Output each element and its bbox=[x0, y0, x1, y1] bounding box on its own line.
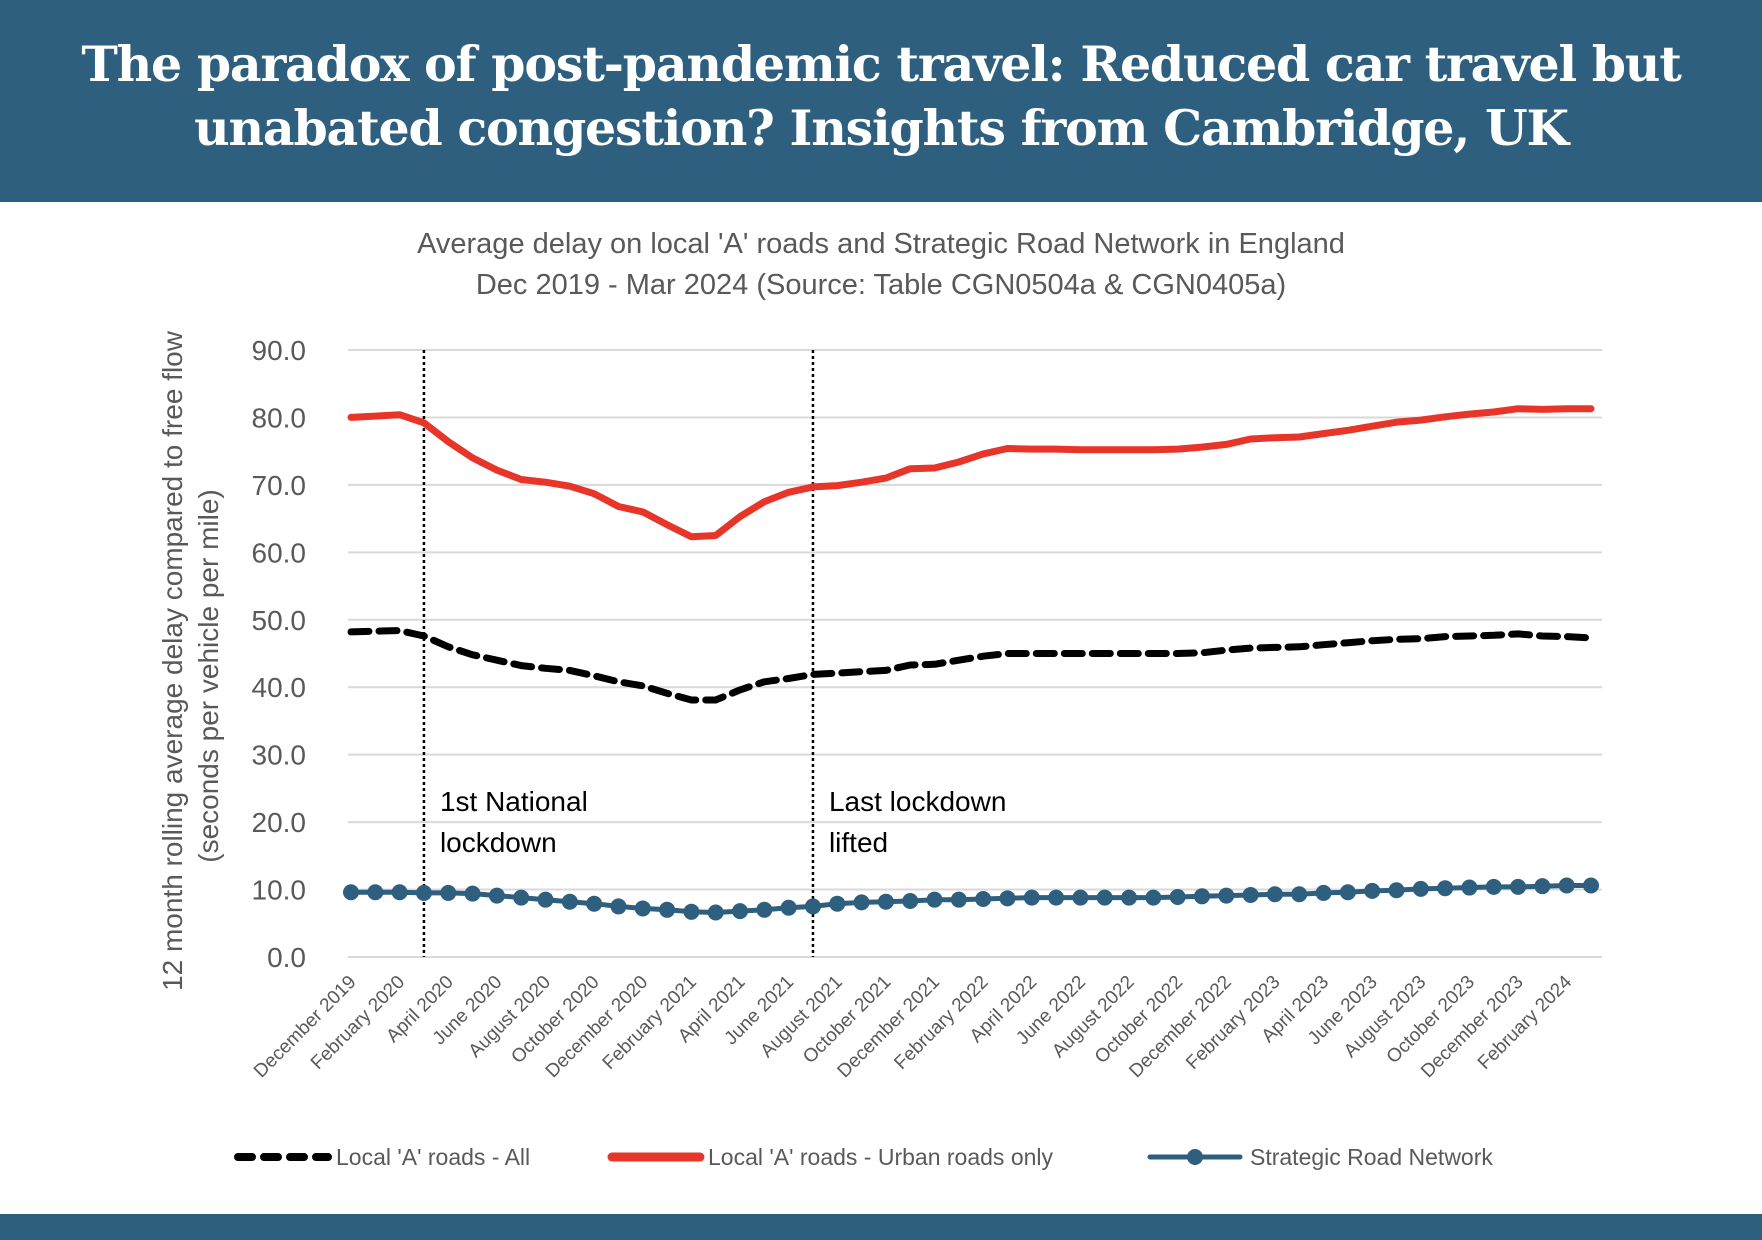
legend-item: Strategic Road Network bbox=[1147, 1144, 1493, 1170]
data-point bbox=[1121, 889, 1138, 906]
data-point bbox=[804, 898, 821, 915]
gridlines bbox=[348, 349, 1602, 958]
y-tick-label: 20.0 bbox=[252, 807, 307, 838]
y-tick-label: 60.0 bbox=[252, 537, 307, 568]
data-point bbox=[829, 895, 846, 912]
data-point bbox=[586, 895, 603, 912]
data-point bbox=[488, 887, 505, 904]
y-tick-label: 50.0 bbox=[252, 605, 307, 636]
data-point bbox=[1485, 878, 1502, 895]
data-point bbox=[732, 903, 749, 920]
y-tick-label: 70.0 bbox=[252, 470, 307, 501]
data-point bbox=[367, 884, 384, 901]
data-point bbox=[1364, 882, 1381, 899]
data-point bbox=[1534, 878, 1551, 895]
data-point bbox=[1193, 888, 1210, 905]
legend-item: Local 'A' roads - All bbox=[234, 1144, 530, 1170]
data-point bbox=[1048, 889, 1065, 906]
data-point bbox=[440, 884, 457, 901]
data-point bbox=[1583, 877, 1599, 894]
data-point bbox=[659, 901, 676, 918]
annotation-label: Last lockdown bbox=[829, 786, 1006, 817]
y-tick-label: 80.0 bbox=[252, 402, 307, 433]
page-title: The paradox of post-pandemic travel: Red… bbox=[0, 32, 1762, 160]
legend-marker bbox=[1187, 1149, 1203, 1165]
data-point bbox=[1291, 886, 1308, 903]
data-point bbox=[780, 899, 797, 916]
data-point bbox=[1242, 886, 1259, 903]
data-point bbox=[1023, 889, 1040, 906]
legend-item: Local 'A' roads - Urban roads only bbox=[607, 1144, 1054, 1170]
data-point bbox=[950, 891, 967, 908]
series-strategic-road-network bbox=[343, 877, 1599, 921]
data-point bbox=[610, 898, 627, 915]
annotations: 1st National lockdown Last lockdown lifted bbox=[422, 350, 1006, 957]
data-point bbox=[1388, 882, 1405, 899]
chart-title-line-1: Average delay on local 'A' roads and Str… bbox=[417, 228, 1345, 260]
data-point bbox=[1145, 889, 1162, 906]
data-point bbox=[1558, 877, 1575, 894]
data-point bbox=[1218, 887, 1235, 904]
data-point bbox=[1266, 886, 1283, 903]
series-local-a-roads-all bbox=[347, 627, 1595, 704]
data-point bbox=[1412, 880, 1429, 897]
annotation-label: lockdown bbox=[440, 827, 557, 858]
y-tick-label: 40.0 bbox=[252, 672, 307, 703]
data-point bbox=[391, 884, 408, 901]
data-point bbox=[464, 885, 481, 902]
data-point bbox=[634, 900, 651, 917]
header-banner: The paradox of post-pandemic travel: Red… bbox=[0, 0, 1762, 202]
annotation-label: lifted bbox=[829, 827, 888, 858]
data-point bbox=[1339, 884, 1356, 901]
page-title-line-2: unabated congestion? Insights from Cambr… bbox=[194, 99, 1569, 157]
legend: Local 'A' roads - All Local 'A' roads - U… bbox=[234, 1144, 1493, 1170]
series-line bbox=[347, 405, 1595, 541]
y-tick-label: 10.0 bbox=[252, 875, 307, 906]
y-axis-ticks: 0.0 10.0 20.0 30.0 40.0 50.0 60.0 70.0 80.0 90.0 bbox=[252, 335, 307, 973]
y-axis-title: 12 month rolling average delay compared … bbox=[157, 330, 224, 991]
data-point bbox=[902, 893, 919, 910]
y-tick-label: 30.0 bbox=[252, 740, 307, 771]
data-point bbox=[537, 891, 554, 908]
y-axis-title-line-2: (seconds per vehicle per mile) bbox=[193, 489, 224, 863]
y-tick-label: 90.0 bbox=[252, 335, 307, 366]
data-point bbox=[853, 894, 870, 911]
data-point bbox=[1096, 889, 1113, 906]
legend-label: Local 'A' roads - Urban roads only bbox=[708, 1144, 1054, 1170]
data-point bbox=[999, 890, 1016, 907]
series-local-a-roads-urban-roads-only bbox=[347, 405, 1595, 541]
data-point bbox=[1510, 878, 1527, 895]
data-point bbox=[343, 884, 359, 901]
series-line bbox=[348, 883, 1594, 915]
chart-subtitle: Dec 2019 - Mar 2024 (Source: Table CGN05… bbox=[475, 269, 1287, 301]
data-point bbox=[756, 901, 773, 918]
annotation-label: 1st National bbox=[440, 786, 588, 817]
series-group bbox=[343, 405, 1599, 921]
chart-title: Average delay on local 'A' roads and Str… bbox=[0, 224, 1762, 306]
data-point bbox=[1169, 888, 1186, 905]
data-point bbox=[926, 891, 943, 908]
data-point bbox=[513, 889, 530, 906]
data-point bbox=[1437, 880, 1454, 897]
y-tick-label: 0.0 bbox=[267, 942, 306, 973]
data-point bbox=[1315, 884, 1332, 901]
data-point bbox=[415, 884, 432, 901]
legend-label: Strategic Road Network bbox=[1250, 1144, 1493, 1170]
data-point bbox=[1072, 889, 1089, 906]
page-title-line-1: The paradox of post-pandemic travel: Red… bbox=[81, 35, 1681, 93]
y-axis-title-line-1: 12 month rolling average delay compared … bbox=[157, 330, 188, 991]
legend-label: Local 'A' roads - All bbox=[336, 1144, 530, 1170]
footer-banner bbox=[0, 1214, 1762, 1240]
data-point bbox=[561, 893, 578, 910]
data-point bbox=[683, 903, 700, 920]
data-point bbox=[707, 904, 724, 921]
series-line bbox=[347, 627, 1595, 704]
data-point bbox=[1461, 879, 1478, 896]
data-point bbox=[877, 893, 894, 910]
data-point bbox=[975, 890, 992, 907]
